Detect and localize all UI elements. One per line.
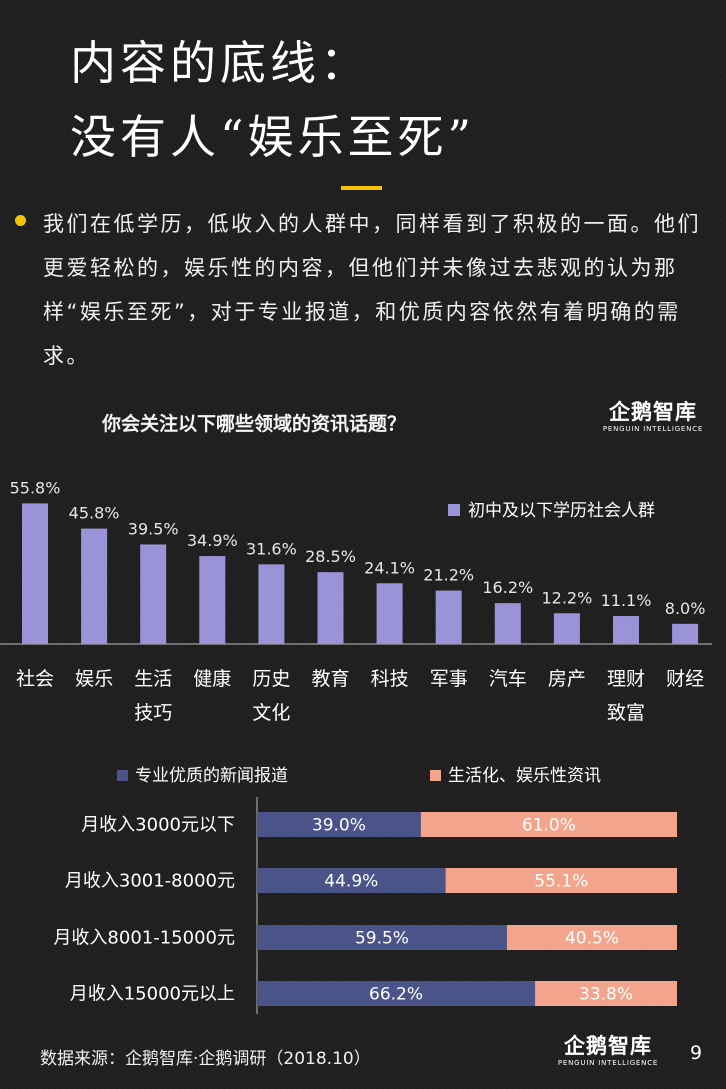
category-label: 月收入15000元以上 — [70, 984, 235, 1005]
bar — [435, 590, 462, 644]
category-label: 社会 — [16, 668, 54, 690]
data-label: 21.2% — [423, 566, 474, 585]
data-label: 44.9% — [324, 872, 378, 892]
category-label: 文化 — [252, 702, 290, 724]
legend-swatch-entertainment — [430, 770, 441, 781]
page-number: 9 — [690, 1042, 703, 1064]
category-label: 军事 — [430, 668, 468, 690]
bar — [613, 616, 639, 644]
bar — [22, 503, 48, 644]
data-label: 55.1% — [534, 872, 588, 892]
bar-entertainment — [420, 812, 677, 837]
bar — [81, 528, 108, 644]
legend-label-entertainment: 生活化、娱乐性资讯 — [448, 766, 601, 786]
category-label: 技巧 — [134, 702, 172, 724]
category-label: 科技 — [371, 668, 409, 690]
bar-professional — [257, 925, 507, 950]
bar — [672, 623, 699, 644]
data-label: 11.1% — [601, 591, 652, 610]
chart1-title: 你会关注以下哪些领域的资讯话题？ — [102, 413, 407, 435]
category-label: 致富 — [607, 702, 645, 724]
legend-label: 初中及以下学历社会人群 — [468, 501, 655, 521]
bar — [258, 564, 285, 644]
category-label: 历史 — [252, 668, 290, 690]
data-source: 数据来源：企鹅智库·企鹅调研（2018.10） — [40, 1049, 371, 1069]
bar — [376, 583, 403, 644]
bar-entertainment — [445, 868, 677, 893]
data-label: 39.0% — [312, 816, 366, 836]
chart1-legend: 初中及以下学历社会人群 — [448, 496, 655, 521]
category-label: 月收入8001-15000元 — [53, 928, 235, 949]
category-label: 娱乐 — [75, 668, 113, 690]
category-label: 教育 — [311, 668, 349, 690]
data-label: 45.8% — [69, 504, 120, 523]
data-label: 66.2% — [369, 985, 423, 1005]
legend-swatch-professional — [117, 770, 128, 781]
bar-professional — [257, 981, 536, 1006]
category-label: 理财 — [607, 668, 645, 690]
data-label: 55.8% — [10, 478, 61, 497]
legend-label-professional: 专业优质的新闻报道 — [135, 766, 288, 786]
data-label: 39.5% — [128, 519, 179, 538]
title-accent-bar — [341, 186, 382, 190]
bar — [317, 572, 344, 644]
data-label: 34.9% — [187, 531, 238, 550]
data-label: 8.0% — [665, 599, 706, 618]
data-label: 12.2% — [541, 588, 592, 607]
page-title-line1: 内容的底线： — [70, 36, 370, 90]
category-label: 财经 — [666, 668, 704, 690]
category-label: 生活 — [134, 668, 172, 690]
category-label: 健康 — [193, 668, 231, 690]
bar — [553, 613, 580, 644]
bar-entertainment — [506, 925, 677, 950]
bullet-dot-icon — [15, 215, 26, 226]
data-label: 31.6% — [246, 539, 297, 558]
data-label: 61.0% — [522, 816, 576, 836]
category-label: 月收入3000元以下 — [81, 815, 235, 836]
category-label: 月收入3001-8000元 — [65, 871, 235, 892]
logo-text: 企鹅智库 — [609, 400, 697, 424]
penguin-logo: 企鹅智库 PENGUIN INTELLIGENCE — [598, 402, 708, 433]
logo-subtext-footer: PENGUIN INTELLIGENCE — [557, 1059, 659, 1067]
bar — [140, 544, 167, 644]
data-label: 24.1% — [364, 558, 415, 577]
bar-entertainment — [535, 981, 677, 1006]
penguin-logo-footer: 企鹅智库 PENGUIN INTELLIGENCE — [552, 1036, 664, 1067]
data-label: 33.8% — [579, 985, 633, 1005]
logo-text-footer: 企鹅智库 — [564, 1034, 652, 1058]
chart2-legend-entertainment: 生活化、娱乐性资讯 — [430, 761, 601, 786]
logo-subtext: PENGUIN INTELLIGENCE — [602, 425, 704, 433]
bar — [494, 603, 521, 644]
category-label: 房产 — [548, 668, 586, 690]
data-label: 16.2% — [482, 578, 533, 597]
category-label: 汽车 — [489, 668, 527, 690]
legend-swatch — [448, 504, 460, 516]
chart2-legend-professional: 专业优质的新闻报道 — [117, 761, 288, 786]
intro-paragraph: 我们在低学历，低收入的人群中，同样看到了积极的一面。他们更爱轻松的，娱乐性的内容… — [43, 212, 701, 368]
bar-professional — [257, 868, 446, 893]
bar — [199, 556, 226, 644]
data-label: 59.5% — [355, 929, 409, 949]
data-label: 28.5% — [305, 547, 356, 566]
data-label: 40.5% — [565, 929, 619, 949]
bar-professional — [257, 812, 421, 837]
page-title-line2: 没有人“娱乐至死” — [70, 110, 476, 164]
